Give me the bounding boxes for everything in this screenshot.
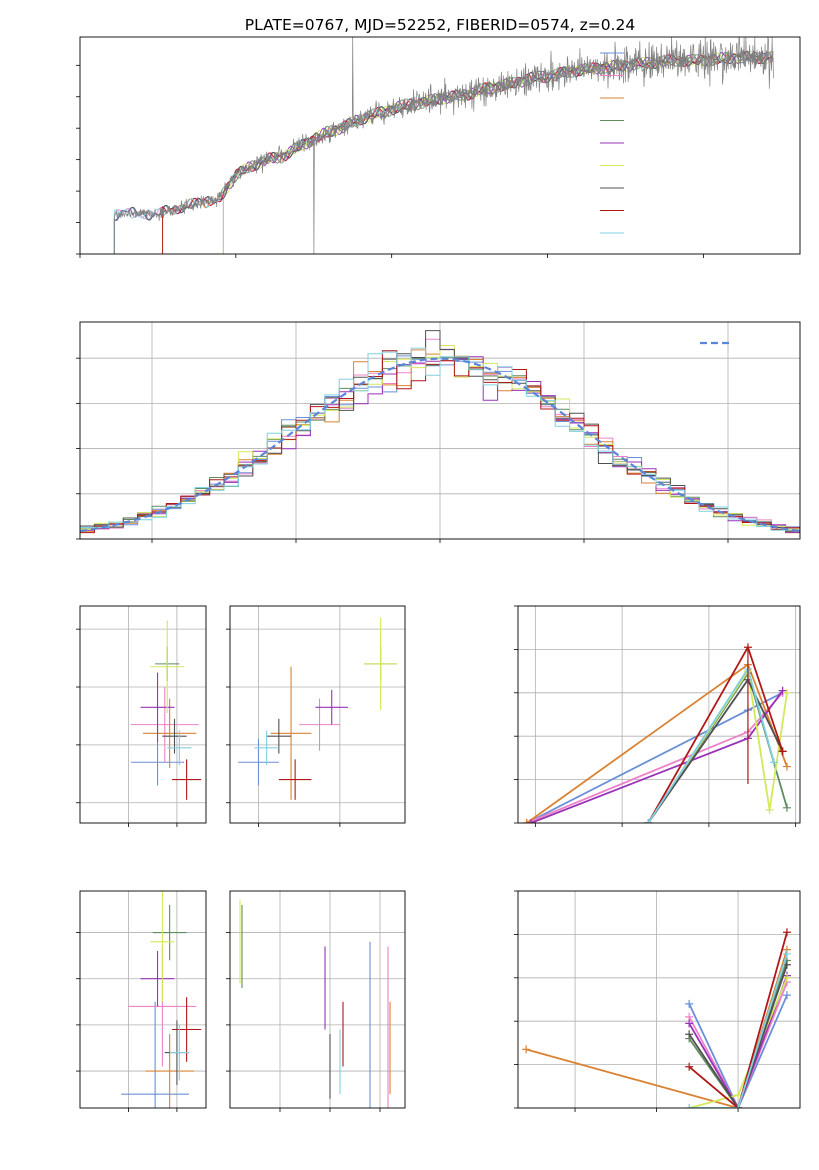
axes-frame [517,605,801,824]
observed-spectrum-line [113,37,774,254]
data-point-marker [782,803,791,812]
residual-histogram [80,347,800,532]
data-point-marker [782,688,791,697]
panel-age-vs-Z [76,605,207,827]
data-point-marker [778,747,787,756]
data-point-marker [644,819,653,823]
data-point-marker [782,991,791,1000]
data-point-marker [685,1062,694,1071]
data-point-marker [685,1019,694,1028]
data-point-marker [685,1030,694,1039]
axes-frame [79,321,801,540]
panel-mass-weight-vs-age [514,605,801,827]
mass-weight-line [688,975,788,1108]
data-point-marker [782,762,791,771]
axes-frame [79,605,207,824]
plot-area-mass-weight-vs-Z [522,928,791,1108]
panel-mass-vs-EBV [226,890,406,1112]
data-point-marker [522,819,531,823]
model-spectrum-line [113,50,774,254]
legend [600,52,624,234]
axes-frame [229,890,406,1109]
model-spectrum-line [113,51,774,254]
plot-area-age-vs-mass [238,617,397,800]
mass-weight-line [688,931,788,1108]
axes-frame [517,890,801,1109]
mass-weight-line [647,668,788,823]
mass-weight-line [526,691,784,823]
mass-weight-line [689,953,788,1108]
model-spectrum-line [162,50,774,254]
model-spectrum-line [162,51,774,254]
data-point-marker [782,973,791,982]
data-point-marker [769,758,778,767]
data-point-marker [685,1104,694,1108]
mass-weight-line [688,994,788,1108]
data-point-marker [685,999,694,1008]
model-spectrum-line [113,50,774,254]
data-point-marker [734,1104,743,1108]
axes-frame [79,890,207,1109]
panel-mass-vs-Z [76,890,207,1112]
plot-area-mass-weight-vs-age [522,643,791,823]
plot-area-residuals [80,330,800,537]
data-point-marker [765,805,774,814]
data-point-marker [527,819,536,823]
mass-weight-line [647,644,784,823]
data-point-marker [782,928,791,937]
data-point-marker [778,686,787,695]
plot-area-spectrum [113,37,774,254]
data-point-marker [734,1090,743,1099]
plot-area-mass-vs-EBV [239,900,391,1108]
panel-age-vs-mass [226,605,406,827]
axes-frame [79,36,801,255]
data-point-marker [522,1045,531,1054]
mass-weight-line [688,981,788,1108]
mass-weight-line [688,960,788,1108]
plot-area-mass-vs-Z [121,891,202,1108]
mass-weight-line [688,964,788,1108]
panel-spectrum [76,36,801,258]
model-spectrum-line [113,50,774,254]
plot-area-age-vs-Z [130,620,202,800]
panel-residuals [76,321,801,543]
figure-title: PLATE=0767, MJD=52252, FIBERID=0574, z=0… [245,16,635,34]
normal-distribution-curve [80,357,800,533]
mass-weight-line [647,671,788,823]
panel-mass-weight-vs-Z [514,890,801,1112]
data-point-marker [782,949,791,958]
axes-frame [229,605,406,824]
